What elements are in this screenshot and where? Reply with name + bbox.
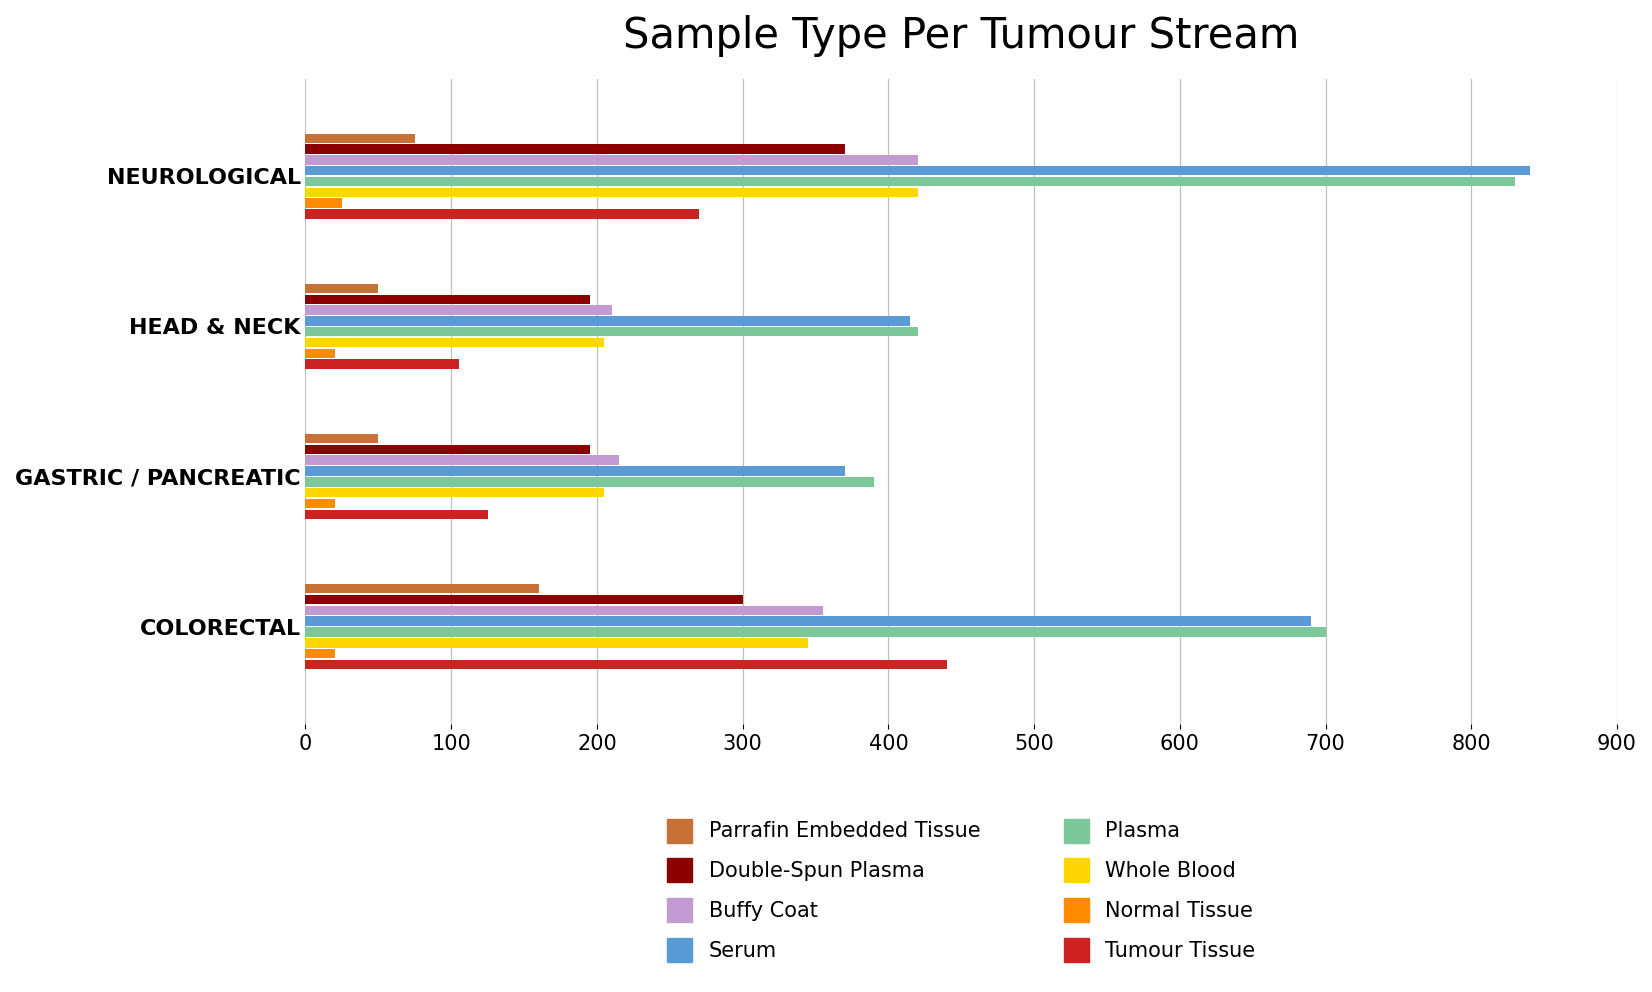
Bar: [306, 510, 487, 519]
Bar: [306, 584, 539, 593]
Bar: [306, 638, 808, 648]
Bar: [306, 166, 1530, 176]
Bar: [306, 177, 1515, 186]
Bar: [306, 444, 590, 454]
Bar: [306, 134, 415, 143]
Bar: [306, 348, 335, 358]
Bar: [306, 660, 947, 670]
Bar: [306, 316, 910, 325]
Bar: [306, 209, 699, 219]
Bar: [306, 466, 844, 476]
Bar: [306, 327, 917, 336]
Bar: [306, 306, 611, 314]
Bar: [306, 187, 917, 197]
Bar: [306, 595, 743, 604]
Bar: [306, 627, 1325, 637]
Legend: Parrafin Embedded Tissue, Double-Spun Plasma, Buffy Coat, Serum, Plasma, Whole B: Parrafin Embedded Tissue, Double-Spun Pl…: [667, 818, 1256, 961]
Bar: [306, 488, 605, 497]
Title: Sample Type Per Tumour Stream: Sample Type Per Tumour Stream: [623, 15, 1300, 57]
Bar: [306, 284, 378, 294]
Bar: [306, 605, 823, 615]
Bar: [306, 337, 605, 347]
Bar: [306, 434, 378, 443]
Bar: [306, 145, 844, 154]
Bar: [306, 499, 335, 508]
Bar: [306, 455, 620, 465]
Bar: [306, 477, 874, 487]
Bar: [306, 616, 1312, 626]
Bar: [306, 649, 335, 659]
Bar: [306, 198, 342, 208]
Bar: [306, 359, 459, 369]
Bar: [306, 295, 590, 304]
Bar: [306, 155, 917, 165]
